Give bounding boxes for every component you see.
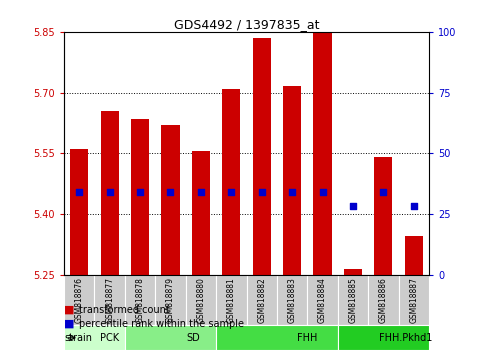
Bar [338,325,429,350]
Bar [216,275,246,325]
Bar [283,86,301,275]
Point [197,189,205,194]
Bar [161,125,179,275]
Point [410,203,418,209]
Text: GSM818878: GSM818878 [136,277,144,323]
Point [75,189,83,194]
Bar [368,275,398,325]
Point [136,189,144,194]
Text: GSM818877: GSM818877 [105,277,114,323]
Text: GSM818882: GSM818882 [257,277,266,323]
Bar [192,151,210,275]
Bar [222,88,241,275]
Text: ■: ■ [64,305,74,315]
Point [106,189,113,194]
Bar [95,275,125,325]
Text: GSM818879: GSM818879 [166,277,175,323]
Bar [125,275,155,325]
Point [318,189,326,194]
Bar [155,275,186,325]
Text: ■: ■ [64,319,74,329]
Bar [277,275,307,325]
Text: GSM818881: GSM818881 [227,277,236,323]
Text: strain: strain [65,333,93,343]
Title: GDS4492 / 1397835_at: GDS4492 / 1397835_at [174,18,319,31]
Bar [70,149,88,275]
Bar [307,275,338,325]
Text: GSM818876: GSM818876 [75,277,84,323]
Bar [125,325,216,350]
Bar [64,325,125,350]
Point [227,189,235,194]
Point [258,189,266,194]
Text: GSM818885: GSM818885 [349,277,357,323]
Text: GSM818887: GSM818887 [409,277,418,323]
Text: GSM818886: GSM818886 [379,277,388,323]
Text: transformed count: transformed count [79,305,170,315]
Point [380,189,387,194]
Bar [398,275,429,325]
Text: SD: SD [186,333,200,343]
Text: FHH.Pkhd1: FHH.Pkhd1 [380,333,433,343]
Text: percentile rank within the sample: percentile rank within the sample [79,319,244,329]
Text: GSM818884: GSM818884 [318,277,327,323]
Bar [131,119,149,275]
Bar [344,269,362,275]
Point [167,189,175,194]
Point [349,203,357,209]
Bar [246,275,277,325]
Bar [101,111,119,275]
Bar [405,236,423,275]
Bar [216,325,338,350]
Bar [186,275,216,325]
Bar [64,275,95,325]
Text: GSM818880: GSM818880 [196,277,206,323]
Text: PCK: PCK [100,333,119,343]
Text: FHH: FHH [297,333,317,343]
Bar [314,30,332,275]
Text: GSM818883: GSM818883 [287,277,297,323]
Bar [338,275,368,325]
Bar [374,157,392,275]
Bar [252,38,271,275]
Point [288,189,296,194]
